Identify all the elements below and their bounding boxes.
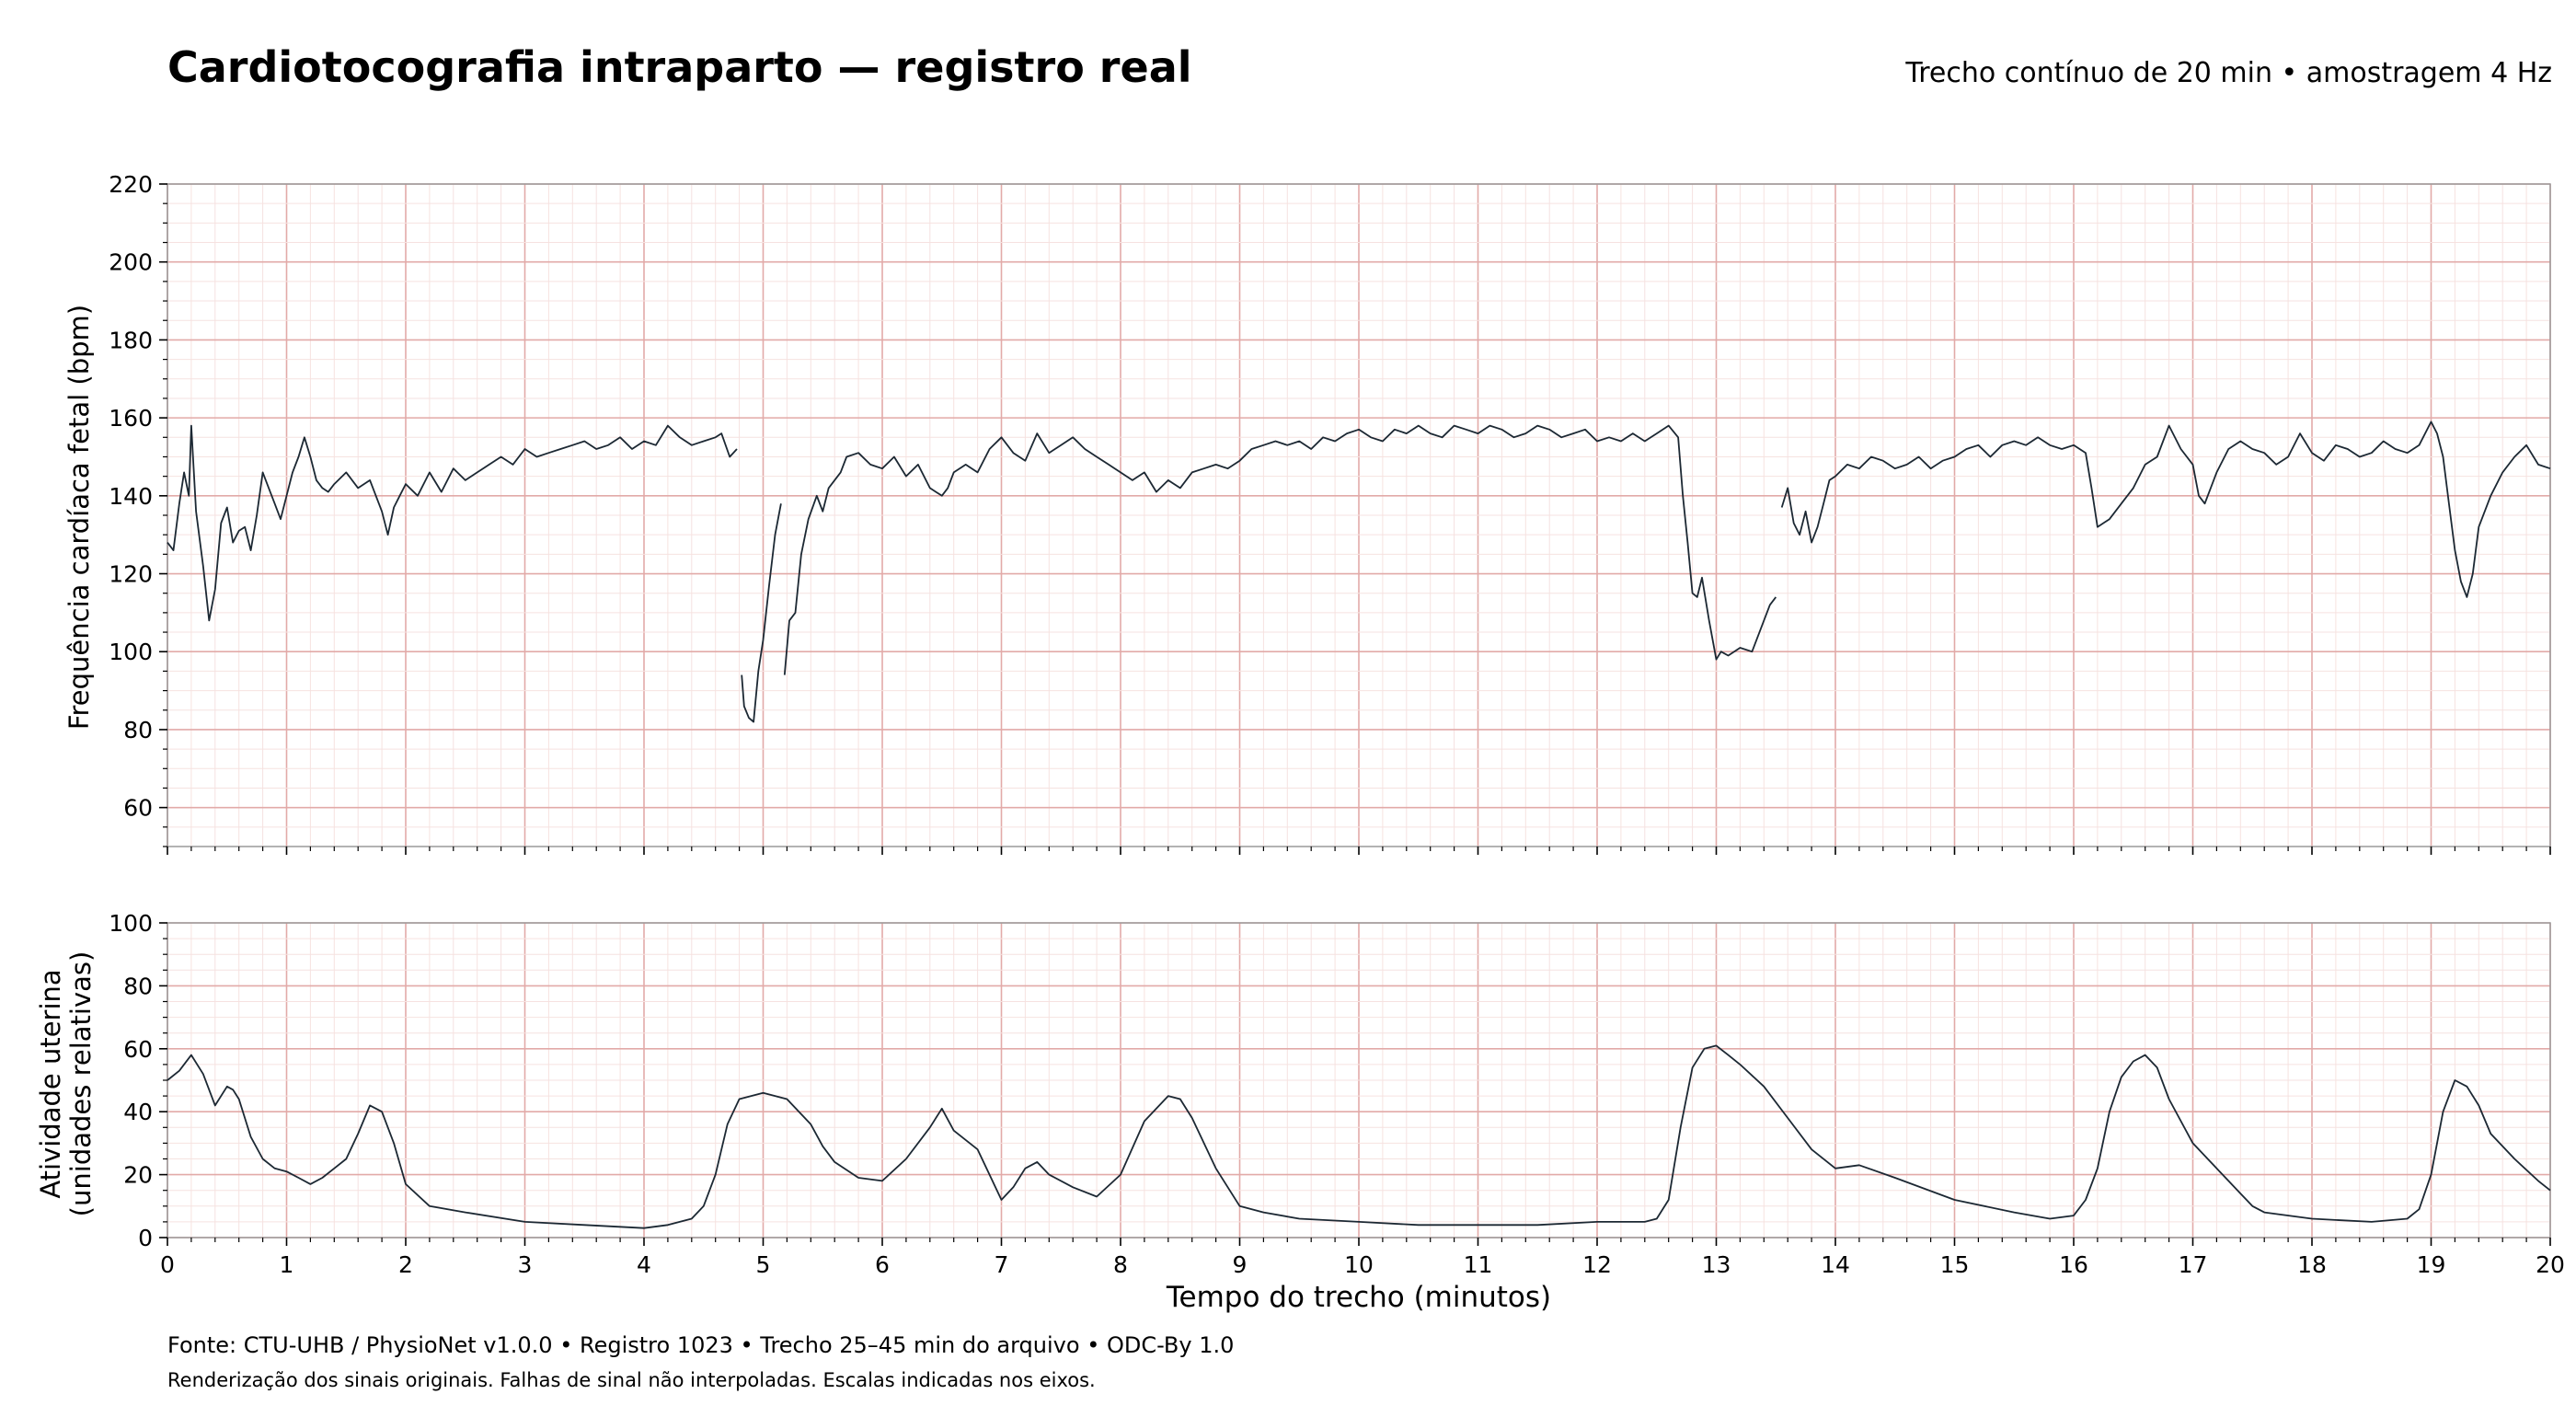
uc-trace — [167, 1044, 2551, 1229]
y-tick-label: 80 — [123, 717, 153, 743]
x-axis-label: Tempo do trecho (minutos) — [1166, 1281, 1551, 1314]
y-tick-label: 140 — [109, 483, 153, 510]
x-tick-label: 9 — [1233, 1251, 1248, 1278]
x-tick-label: 17 — [2179, 1251, 2208, 1278]
fhr-grid — [167, 183, 2551, 847]
x-tick-label: 11 — [1464, 1251, 1493, 1278]
fhr-x-ticks — [167, 847, 2551, 855]
y-tick-label: 120 — [109, 561, 153, 588]
y-tick-label: 60 — [123, 795, 153, 822]
y-tick-label: 80 — [123, 973, 153, 999]
uc-y-axis-label-line1: Atividade uterina — [35, 969, 66, 1198]
x-tick-label: 2 — [398, 1251, 413, 1278]
x-tick-label: 16 — [2059, 1251, 2088, 1278]
fhr-y-axis: 60 80 100 120 140 160 180 200 220 — [109, 171, 167, 847]
x-tick-label: 12 — [1582, 1251, 1612, 1278]
x-tick-label: 1 — [280, 1251, 294, 1278]
rendering-note: Renderização dos sinais originais. Falha… — [167, 1369, 1096, 1391]
fhr-trace-segment-1 — [741, 503, 782, 723]
x-tick-label: 4 — [637, 1251, 651, 1278]
fhr-trace-segment-3 — [1780, 420, 2551, 598]
y-tick-label: 160 — [109, 405, 153, 432]
x-tick-label: 6 — [875, 1251, 890, 1278]
y-tick-label: 180 — [109, 327, 153, 353]
x-tick-label: 20 — [2536, 1251, 2565, 1278]
x-tick-label: 19 — [2417, 1251, 2446, 1278]
fhr-trace-segment-2 — [783, 424, 1777, 675]
y-tick-label: 100 — [109, 910, 153, 937]
y-tick-label: 0 — [138, 1225, 153, 1251]
y-tick-label: 220 — [109, 171, 153, 198]
chart-title: Cardiotocografia intraparto — registro r… — [167, 42, 1192, 92]
x-tick-label: 0 — [160, 1251, 175, 1278]
x-tick-label: 5 — [756, 1251, 771, 1278]
x-tick-label: 10 — [1344, 1251, 1374, 1278]
y-tick-label: 200 — [109, 249, 153, 276]
fhr-panel: 60 80 100 120 140 160 180 200 220 Frequência car… — [63, 171, 2551, 855]
y-tick-label: 20 — [123, 1162, 153, 1189]
x-tick-label: 14 — [1821, 1251, 1850, 1278]
fhr-trace-segment-0 — [167, 424, 738, 622]
uc-grid — [167, 922, 2551, 1238]
uc-x-axis: 0 1 2 3 4 5 6 7 8 9 10 11 12 13 14 15 16 17 18 19 20 — [160, 1238, 2565, 1278]
chart-subtitle: Trecho contínuo de 20 min • amostragem 4… — [1905, 57, 2552, 89]
y-tick-label: 40 — [123, 1099, 153, 1125]
fhr-y-axis-label: Frequência cardíaca fetal (bpm) — [63, 305, 95, 730]
fhr-trace — [167, 420, 2551, 723]
x-tick-label: 18 — [2297, 1251, 2327, 1278]
x-tick-label: 7 — [995, 1251, 1009, 1278]
y-tick-label: 60 — [123, 1036, 153, 1063]
uc-y-axis-label-line2: (unidades relativas) — [65, 951, 97, 1217]
x-tick-label: 3 — [518, 1251, 533, 1278]
uc-trace-segment-0 — [167, 1044, 2551, 1229]
x-tick-label: 15 — [1940, 1251, 1970, 1278]
x-tick-label: 13 — [1702, 1251, 1731, 1278]
y-tick-label: 100 — [109, 639, 153, 665]
x-tick-label: 8 — [1113, 1251, 1128, 1278]
source-footnote: Fonte: CTU-UHB / PhysioNet v1.0.0 • Regi… — [167, 1332, 1235, 1358]
uc-y-axis: 0 20 40 60 80 100 — [109, 910, 167, 1251]
